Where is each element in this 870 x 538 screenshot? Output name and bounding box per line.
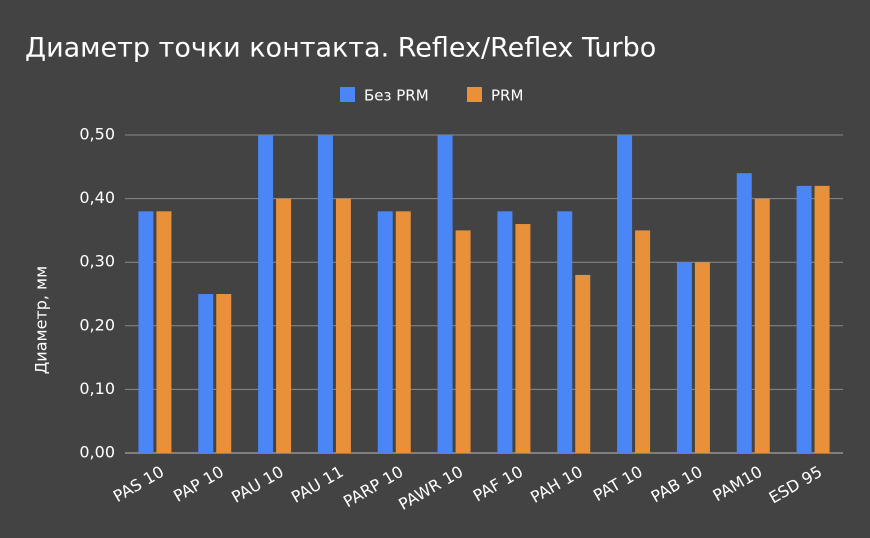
bar	[575, 274, 591, 453]
y-tick-label: 0,30	[79, 252, 115, 271]
y-tick-label: 0,40	[79, 188, 115, 207]
bar	[455, 230, 471, 453]
bar	[754, 198, 770, 453]
bar	[395, 211, 411, 453]
bar	[258, 135, 274, 453]
bar	[676, 262, 692, 453]
bar	[736, 173, 752, 453]
bar	[138, 211, 154, 453]
legend-swatch	[467, 87, 482, 102]
bar	[437, 135, 453, 453]
bar	[156, 211, 172, 453]
bar	[216, 294, 232, 453]
legend-swatch	[340, 87, 355, 102]
bar	[515, 224, 531, 453]
y-axis-label: Диаметр, мм	[32, 266, 51, 374]
y-tick-label: 0,00	[79, 443, 115, 462]
bar	[557, 211, 573, 453]
y-tick-label: 0,10	[79, 379, 115, 398]
y-tick-label: 0,50	[79, 125, 115, 144]
bar	[617, 135, 633, 453]
bar	[694, 262, 710, 453]
bar	[796, 185, 812, 453]
legend-label: Без PRM	[364, 87, 429, 105]
bar	[198, 294, 214, 453]
bar	[276, 198, 292, 453]
legend-label: PRM	[491, 87, 523, 105]
bar	[497, 211, 513, 453]
bar	[317, 135, 333, 453]
bar	[377, 211, 393, 453]
bar	[335, 198, 351, 453]
y-tick-label: 0,20	[79, 315, 115, 334]
chart-title: Диаметр точки контакта. Reflex/Reflex Tu…	[25, 33, 656, 64]
bar	[814, 185, 830, 453]
bar	[635, 230, 651, 453]
